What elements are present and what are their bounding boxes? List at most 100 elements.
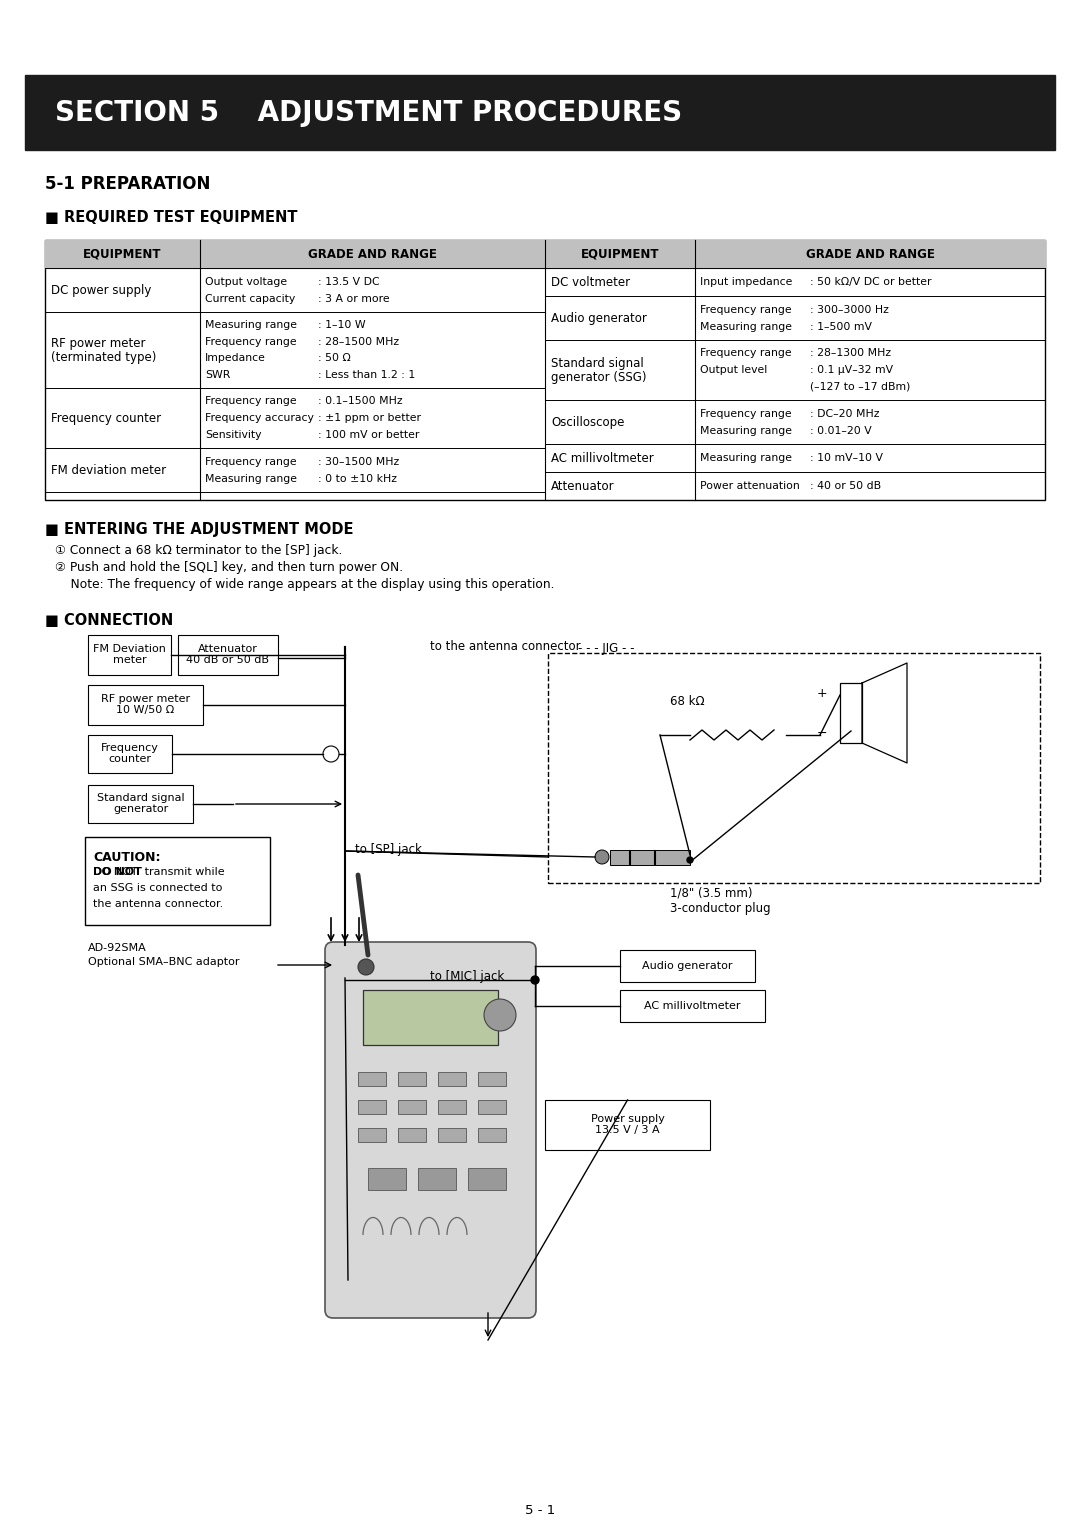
Circle shape (357, 960, 374, 975)
Text: Attenuator: Attenuator (198, 643, 258, 654)
Bar (87, 685, 203, 724)
Circle shape (531, 976, 539, 984)
Text: Audio generator: Audio generator (551, 312, 647, 324)
Text: 13.5 V / 3 A: 13.5 V / 3 A (595, 1125, 660, 1135)
Text: 10 W/50 Ω: 10 W/50 Ω (117, 704, 175, 715)
Text: : DC–20 MHz: : DC–20 MHz (810, 408, 879, 419)
Text: RF power meter: RF power meter (51, 336, 146, 350)
Text: Frequency range: Frequency range (205, 457, 297, 466)
Bar (399, 1100, 426, 1114)
Bar (399, 1073, 426, 1086)
Text: Attenuator: Attenuator (551, 480, 615, 492)
Text: ② Push and hold the [SQL] key, and then turn power ON.: ② Push and hold the [SQL] key, and then … (55, 561, 403, 575)
Bar (610, 850, 690, 865)
Text: : ±1 ppm or better: : ±1 ppm or better (318, 413, 421, 423)
Text: : Less than 1.2 : 1: : Less than 1.2 : 1 (318, 370, 415, 380)
Bar (363, 990, 498, 1045)
Text: (terminated type): (terminated type) (51, 350, 157, 364)
Text: : 3 A or more: : 3 A or more (318, 293, 390, 304)
Bar (357, 1100, 386, 1114)
Bar (620, 950, 755, 983)
Text: EQUIPMENT: EQUIPMENT (83, 248, 162, 260)
Text: FM deviation meter: FM deviation meter (51, 463, 166, 477)
Text: : 1–500 mV: : 1–500 mV (810, 321, 872, 332)
Text: to [MIC] jack: to [MIC] jack (430, 970, 504, 983)
Text: Frequency counter: Frequency counter (51, 411, 161, 425)
Text: RF power meter: RF power meter (100, 694, 190, 704)
Text: CAUTION:: CAUTION: (93, 851, 161, 863)
Bar (399, 1128, 426, 1141)
Text: Optional SMA–BNC adaptor: Optional SMA–BNC adaptor (87, 957, 240, 967)
Text: Sensitivity: Sensitivity (205, 429, 261, 440)
Text: Power attenuation: Power attenuation (700, 481, 800, 490)
Text: : 50 kΩ/V DC or better: : 50 kΩ/V DC or better (810, 277, 931, 287)
Text: ■ CONNECTION: ■ CONNECTION (45, 613, 173, 628)
Text: Frequency: Frequency (102, 743, 159, 753)
Text: Measuring range: Measuring range (205, 474, 297, 483)
Text: Measuring range: Measuring range (205, 321, 297, 330)
Text: : 28–1300 MHz: : 28–1300 MHz (810, 348, 891, 359)
Text: : 40 or 50 dB: : 40 or 50 dB (810, 481, 881, 490)
Text: Standard signal: Standard signal (551, 356, 644, 370)
Bar (438, 1128, 465, 1141)
Text: Frequency range: Frequency range (700, 304, 792, 315)
Text: FM Deviation: FM Deviation (93, 643, 166, 654)
Text: Output voltage: Output voltage (205, 277, 287, 287)
Text: : 13.5 V DC: : 13.5 V DC (318, 277, 380, 287)
Bar (178, 636, 278, 675)
Text: Frequency range: Frequency range (700, 408, 792, 419)
Text: : 300–3000 Hz: : 300–3000 Hz (810, 304, 889, 315)
Bar (468, 1167, 507, 1190)
Text: 1/8" (3.5 mm): 1/8" (3.5 mm) (670, 886, 753, 898)
Bar (357, 1128, 386, 1141)
Bar (368, 1167, 406, 1190)
Bar (45, 240, 1045, 500)
Text: meter: meter (112, 656, 146, 665)
Text: : 1–10 W: : 1–10 W (318, 321, 366, 330)
Bar (545, 1100, 710, 1151)
Text: - - - JIG - -: - - - JIG - - (578, 642, 635, 656)
Text: : 28–1500 MHz: : 28–1500 MHz (318, 336, 400, 347)
Text: ■ ENTERING THE ADJUSTMENT MODE: ■ ENTERING THE ADJUSTMENT MODE (45, 523, 353, 536)
Text: : 0.1–1500 MHz: : 0.1–1500 MHz (318, 396, 403, 406)
Bar (545, 240, 1045, 267)
Text: 3-conductor plug: 3-conductor plug (670, 902, 771, 915)
Text: Current capacity: Current capacity (205, 293, 295, 304)
Text: Frequency range: Frequency range (700, 348, 792, 359)
FancyBboxPatch shape (325, 941, 536, 1319)
Text: Frequency range: Frequency range (205, 396, 297, 406)
Text: AC millivoltmeter: AC millivoltmeter (551, 451, 653, 465)
Text: AD-92SMA: AD-92SMA (87, 943, 147, 953)
Text: GRADE AND RANGE: GRADE AND RANGE (308, 248, 437, 260)
Bar (438, 1073, 465, 1086)
Bar (87, 735, 172, 773)
Text: generator: generator (113, 804, 168, 814)
Bar (418, 1167, 456, 1190)
Text: : 30–1500 MHz: : 30–1500 MHz (318, 457, 400, 466)
Text: AC millivoltmeter: AC millivoltmeter (645, 1001, 741, 1012)
Text: Impedance: Impedance (205, 353, 266, 364)
Text: −: − (816, 726, 827, 740)
Text: DC power supply: DC power supply (51, 284, 151, 296)
Text: the antenna connector.: the antenna connector. (93, 898, 224, 909)
Text: 40 dB or 50 dB: 40 dB or 50 dB (187, 656, 270, 665)
Text: +: + (816, 686, 827, 700)
Bar (620, 990, 765, 1022)
Text: : 100 mV or better: : 100 mV or better (318, 429, 419, 440)
Text: to the antenna connector: to the antenna connector (430, 640, 581, 652)
Text: Measuring range: Measuring range (700, 321, 792, 332)
Text: : 10 mV–10 V: : 10 mV–10 V (810, 452, 883, 463)
Text: 5-1 PREPARATION: 5-1 PREPARATION (45, 176, 211, 193)
Text: generator (SSG): generator (SSG) (551, 370, 647, 384)
Text: Frequency range: Frequency range (205, 336, 297, 347)
Text: Power supply: Power supply (591, 1114, 664, 1125)
Text: Output level: Output level (700, 365, 767, 374)
Text: Note: The frequency of wide range appears at the display using this operation.: Note: The frequency of wide range appear… (55, 578, 554, 591)
Text: ■ REQUIRED TEST EQUIPMENT: ■ REQUIRED TEST EQUIPMENT (45, 209, 297, 225)
Text: EQUIPMENT: EQUIPMENT (581, 248, 659, 260)
Text: : 0.01–20 V: : 0.01–20 V (810, 425, 872, 435)
Bar (478, 1128, 507, 1141)
Text: DC voltmeter: DC voltmeter (551, 275, 630, 289)
Text: 5 - 1: 5 - 1 (525, 1504, 555, 1516)
Text: : 0.1 μV–32 mV: : 0.1 μV–32 mV (810, 365, 893, 374)
